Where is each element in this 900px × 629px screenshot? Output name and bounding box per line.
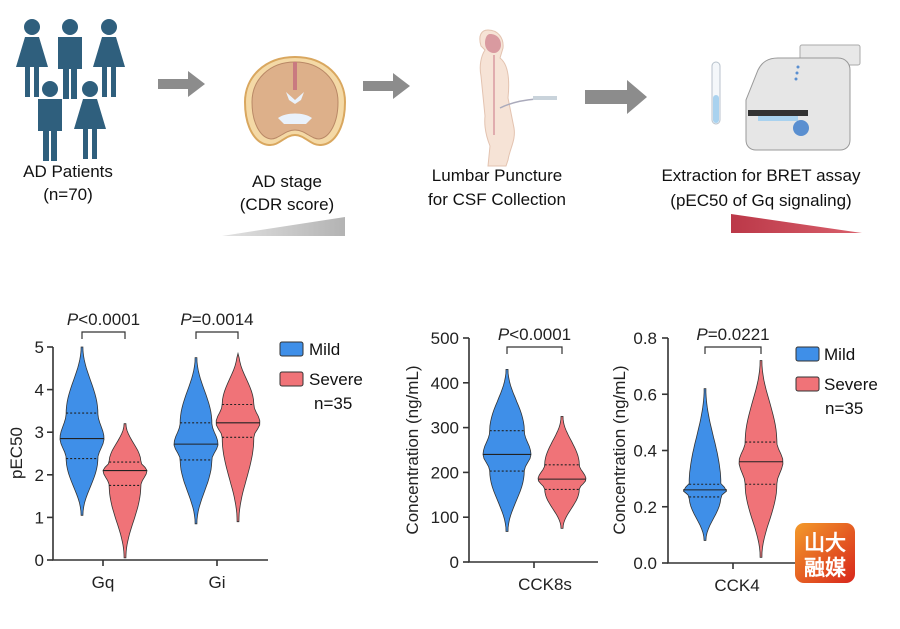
y-tick-label: 3 [35,423,44,442]
y-tick-label: 0.4 [633,442,657,461]
violin-mild-cck8s [482,369,532,532]
step-sublabel: for CSF Collection [428,190,566,209]
legend-swatch-severe [795,376,820,392]
violin-mild-gq [59,346,105,516]
legend: Mild Severe n=35 [795,345,878,418]
p-value-symbol: P [67,310,79,329]
p-value-label: P=0.0221 [696,325,769,344]
y-tick-label: 500 [431,329,459,348]
p-value-number: =0.0221 [708,325,770,344]
y-tick-label: 0 [450,553,459,572]
y-tick-label: 2 [35,466,44,485]
body-puncture-icon [479,29,557,167]
violin-severe-cck4 [738,360,784,558]
people-icon [16,19,125,161]
p-value-label: P<0.0001 [498,325,571,344]
step-label: AD Patients [23,162,113,181]
legend-n: n=35 [314,394,352,413]
step-label: Lumbar Puncture [432,166,562,185]
axis-lines [667,338,800,564]
p-value-number: <0.0001 [78,310,140,329]
arrow-right-icon [158,71,205,97]
p-value-symbol: P [696,325,708,344]
x-tick-label: Gq [92,573,115,592]
y-tick-label: 200 [431,463,459,482]
watermark-text: 山大 [804,532,846,555]
legend-label-mild: Mild [824,345,855,364]
y-tick-label: 0.0 [633,554,657,573]
step-label: AD stage [252,172,322,191]
legend-label-severe: Severe [309,370,363,389]
significance-bracket [81,331,126,339]
legend-label-severe: Severe [824,375,878,394]
step-sublabel: (pEC50 of Gq signaling) [670,191,851,210]
y-tick-label: 0.8 [633,329,657,348]
y-tick-label: 300 [431,419,459,438]
y-tick-label: 0.6 [633,385,657,404]
p-value-number: =0.0014 [192,310,254,329]
brain-icon [243,55,347,147]
arrow-right-icon [585,80,647,114]
violin-chart-2: 0 100 200 300 400 500 Concentration (ng/mL) CCK… [403,325,598,594]
x-tick-label: CCK8s [518,575,572,594]
p-value-label: P<0.0001 [67,310,140,329]
significance-bracket [506,346,563,354]
pec50-gradient-wedge [731,214,862,233]
p-value-symbol: P [180,310,192,329]
y-axis-label: Concentration (ng/mL) [610,365,629,534]
violin-severe-cck8s [537,416,587,529]
x-tick-label: CCK4 [714,576,759,595]
p-value-label: P=0.0014 [180,310,253,329]
violin-severe-gq [102,423,148,559]
legend-swatch-severe [279,371,304,387]
x-tick-label: Gi [209,573,226,592]
legend-swatch-mild [279,341,304,357]
legend-n: n=35 [825,399,863,418]
watermark-text: 融媒 [804,556,847,580]
y-tick-label: 4 [35,381,44,400]
step-label: Extraction for BRET assay [661,166,861,185]
violin-severe-gi [215,351,261,523]
y-tick-label: 0.2 [633,498,657,517]
violin-mild-gi [173,357,219,525]
y-axis-label: Concentration (ng/mL) [403,365,422,534]
significance-bracket [195,331,239,339]
cdr-gradient-wedge [222,217,345,236]
y-tick-label: 400 [431,374,459,393]
watermark-logo: 山大 融媒 [795,523,855,583]
p-value-symbol: P [498,325,510,344]
legend: Mild Severe n=35 [279,340,363,413]
y-tick-label: 1 [35,508,44,527]
test-tube-icon [711,61,721,125]
arrow-right-icon [363,73,410,99]
y-axis-label: pEC50 [7,427,26,479]
legend-swatch-mild [795,346,820,362]
violin-mild-cck4 [682,388,728,541]
step-sublabel: (n=70) [43,185,93,204]
step-sublabel: (CDR score) [240,195,334,214]
y-tick-label: 100 [431,508,459,527]
legend-label-mild: Mild [309,340,340,359]
significance-bracket [704,346,762,354]
plate-reader-icon [745,44,861,151]
y-tick-label: 0 [35,551,44,570]
p-value-number: <0.0001 [509,325,571,344]
y-tick-label: 5 [35,338,44,357]
